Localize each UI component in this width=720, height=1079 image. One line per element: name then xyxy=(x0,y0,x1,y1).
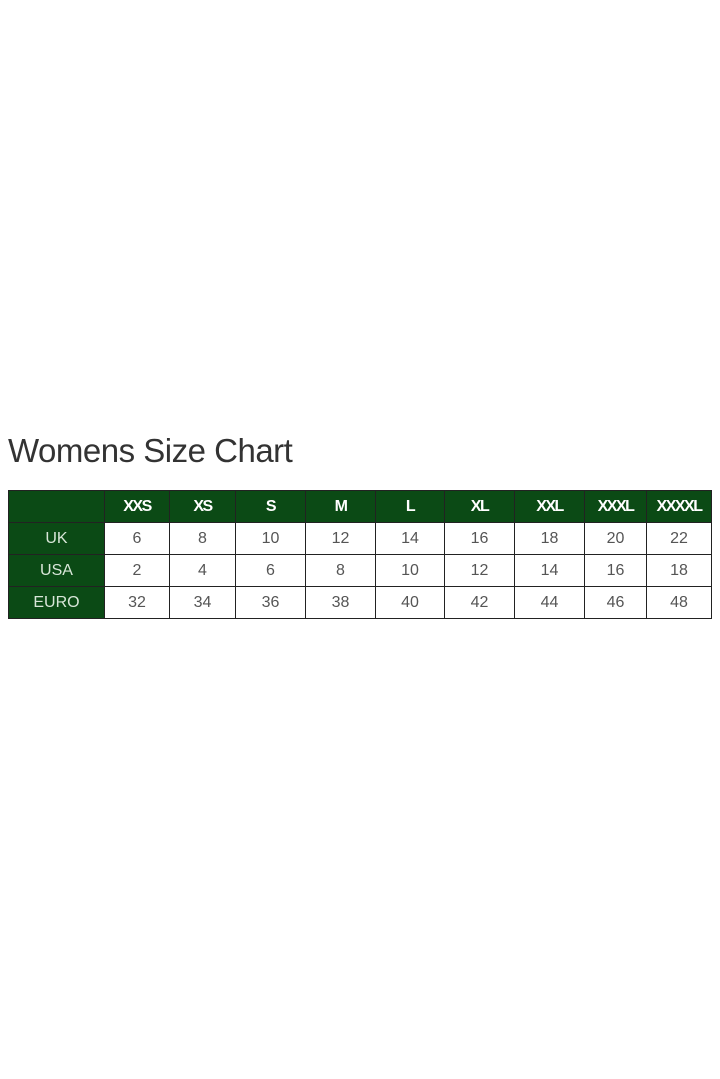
column-header-m: M xyxy=(305,490,376,523)
row-header: UK xyxy=(8,522,105,555)
size-cell: 12 xyxy=(305,522,376,555)
size-cell: 14 xyxy=(514,554,585,587)
size-cell: 46 xyxy=(584,586,647,619)
page-title: Womens Size Chart xyxy=(8,432,293,469)
size-cell: 18 xyxy=(514,522,585,555)
column-header-s: S xyxy=(235,490,306,523)
size-cell: 10 xyxy=(375,554,445,587)
size-cell: 6 xyxy=(235,554,306,587)
size-cell: 16 xyxy=(444,522,515,555)
size-cell: 34 xyxy=(169,586,236,619)
size-cell: 10 xyxy=(235,522,306,555)
size-cell: 12 xyxy=(444,554,515,587)
column-header-xxxxl: XXXXL xyxy=(646,490,712,523)
size-cell: 32 xyxy=(104,586,170,619)
size-cell: 48 xyxy=(646,586,712,619)
column-header-l: L xyxy=(375,490,445,523)
size-cell: 42 xyxy=(444,586,515,619)
size-cell: 38 xyxy=(305,586,376,619)
size-cell: 16 xyxy=(584,554,647,587)
header-row: XXS XS S M L XL XXL XXXL XXXXL xyxy=(8,490,712,523)
size-chart-table: XXS XS S M L XL XXL XXXL XXXXL UK 6 8 10 12 14 16 18 20 2… xyxy=(8,490,712,619)
corner-cell xyxy=(8,490,105,523)
table-row-usa: USA 2 4 6 8 10 12 14 16 18 xyxy=(8,554,712,587)
table-row-uk: UK 6 8 10 12 14 16 18 20 22 xyxy=(8,522,712,555)
table-row-euro: EURO 32 34 36 38 40 42 44 46 48 xyxy=(8,586,712,619)
row-header: EURO xyxy=(8,586,105,619)
size-cell: 44 xyxy=(514,586,585,619)
size-cell: 2 xyxy=(104,554,170,587)
size-cell: 14 xyxy=(375,522,445,555)
size-cell: 8 xyxy=(169,522,236,555)
size-cell: 40 xyxy=(375,586,445,619)
size-cell: 6 xyxy=(104,522,170,555)
column-header-xl: XL xyxy=(444,490,515,523)
column-header-xxxl: XXXL xyxy=(584,490,647,523)
size-cell: 22 xyxy=(646,522,712,555)
size-cell: 36 xyxy=(235,586,306,619)
column-header-xxl: XXL xyxy=(514,490,585,523)
row-header: USA xyxy=(8,554,105,587)
column-header-xs: XS xyxy=(169,490,236,523)
column-header-xxs: XXS xyxy=(104,490,170,523)
size-cell: 8 xyxy=(305,554,376,587)
size-cell: 20 xyxy=(584,522,647,555)
size-cell: 4 xyxy=(169,554,236,587)
size-cell: 18 xyxy=(646,554,712,587)
